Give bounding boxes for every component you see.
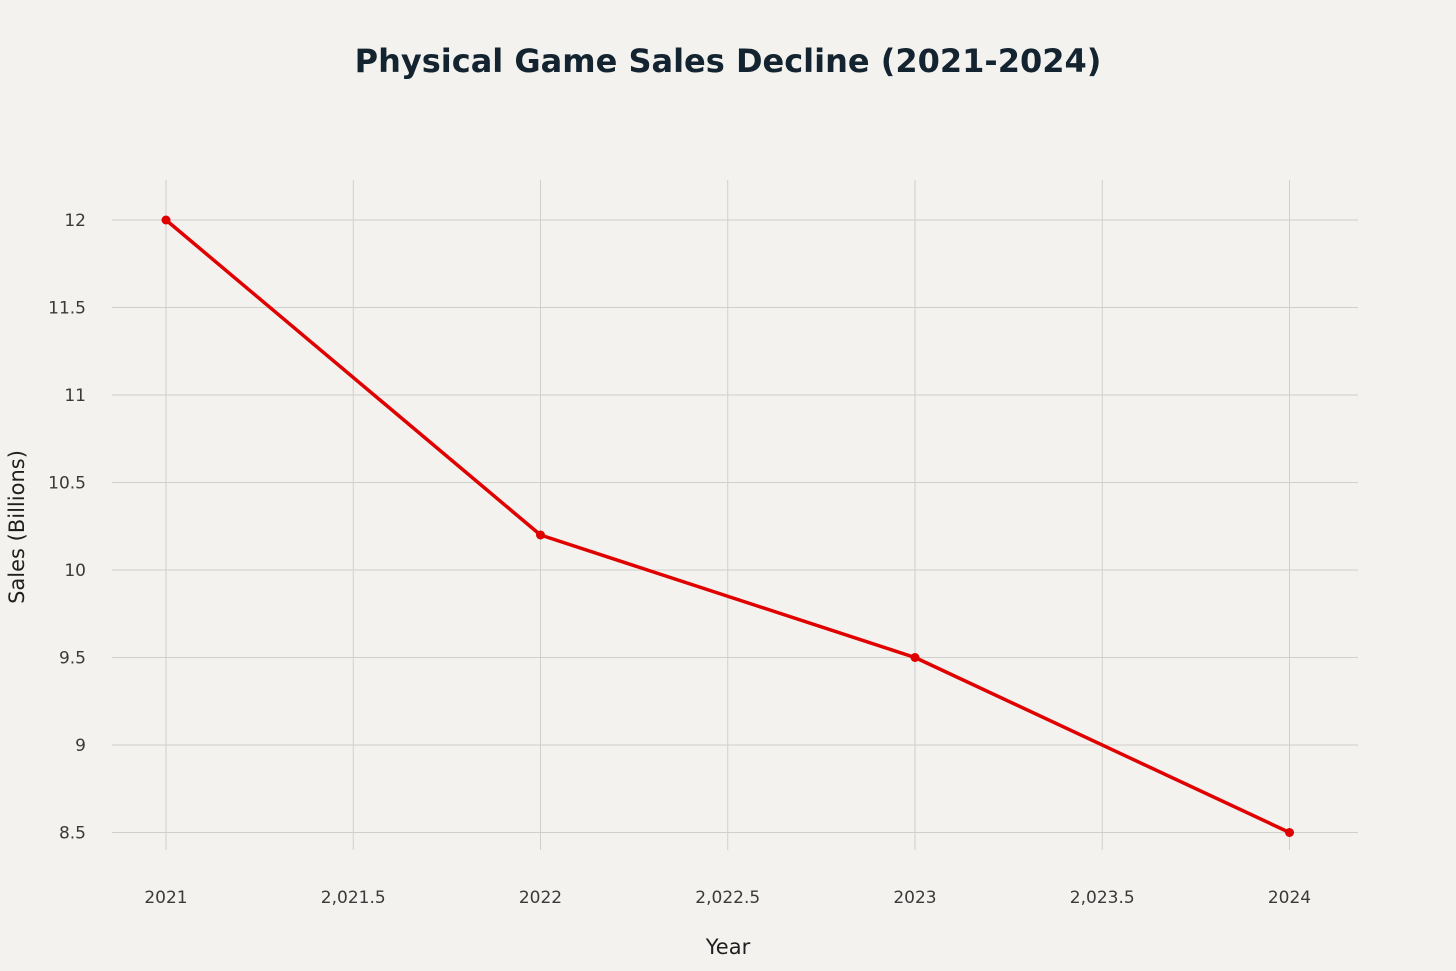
y-tick-label: 10.5 <box>48 474 86 494</box>
y-gridlines <box>112 219 1358 833</box>
data-point <box>910 653 920 662</box>
data-point <box>1285 828 1294 837</box>
series-line <box>164 218 1292 835</box>
x-gridlines <box>165 180 1290 850</box>
data-point <box>161 215 171 225</box>
y-axis-title: Sales (Billions) <box>5 450 29 604</box>
x-tick-labels: 2021 2,021.5 2022 2,022.5 2023 2,023.5 2024 <box>144 888 1311 908</box>
x-tick-label: 2,021.5 <box>321 888 386 908</box>
x-tick-label: 2023 <box>893 888 936 908</box>
y-tick-label: 9.5 <box>59 649 86 669</box>
y-tick-label: 9 <box>75 736 86 756</box>
y-tick-label: 12 <box>64 211 86 231</box>
x-tick-label: 2021 <box>144 888 187 908</box>
x-tick-label: 2,023.5 <box>1070 888 1135 908</box>
x-tick-label: 2,022.5 <box>695 888 760 908</box>
x-tick-label: 2022 <box>519 888 562 908</box>
y-tick-label: 10 <box>64 561 86 581</box>
series-layer <box>161 215 1294 837</box>
x-axis-title: Year <box>705 935 751 959</box>
x-tick-label: 2024 <box>1268 888 1311 908</box>
y-tick-label: 8.5 <box>59 824 86 844</box>
y-tick-labels: 8.5 9 9.5 10 10.5 11 11.5 12 <box>48 211 86 844</box>
chart-title: Physical Game Sales Decline (2021-2024) <box>355 42 1102 80</box>
data-point <box>536 530 545 540</box>
y-tick-label: 11.5 <box>48 299 86 319</box>
y-tick-label: 11 <box>64 386 86 406</box>
